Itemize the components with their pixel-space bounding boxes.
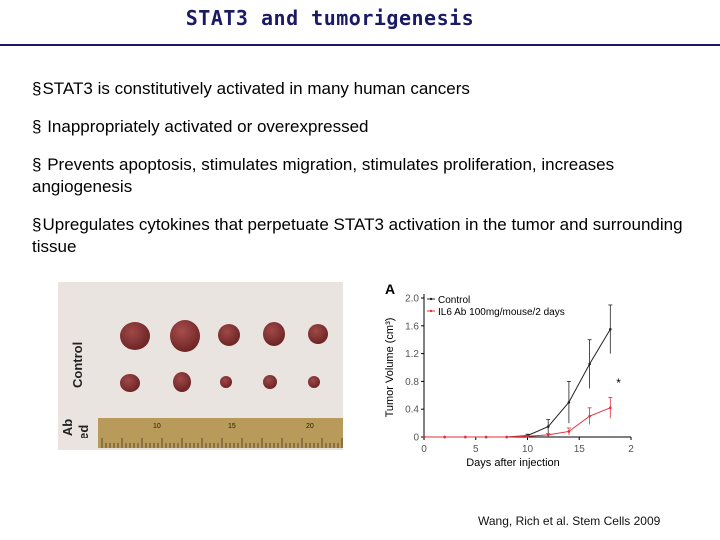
slide-title: STAT3 and tumorigenesis — [185, 6, 475, 30]
bullet-text: Prevents apoptosis, stimulates migration… — [32, 155, 615, 196]
tumor-treated-4 — [263, 375, 277, 389]
ruler: 10 15 20 — [98, 418, 343, 448]
data-point — [422, 435, 426, 439]
photo-row-labels: Control IL6 Ab treated — [60, 342, 91, 438]
bullet-text: Inappropriately activated or overexpress… — [47, 117, 369, 136]
citation: Wang, Rich et al. Stem Cells 2009 — [478, 514, 661, 528]
data-point — [464, 435, 467, 439]
x-tick-label: 15 — [574, 444, 586, 455]
tumor-treated-1 — [120, 374, 140, 392]
legend-marker — [429, 297, 433, 301]
ruler-number: 15 — [228, 423, 236, 430]
data-point — [546, 425, 550, 428]
data-point — [588, 414, 591, 418]
tumor-treated-3 — [220, 376, 232, 388]
tumor-treated-2 — [173, 372, 191, 392]
bullet-marker: § — [32, 79, 42, 98]
series-line — [424, 329, 611, 438]
data-point — [546, 433, 550, 437]
legend-marker — [429, 309, 433, 313]
x-tick-label: 0 — [421, 444, 427, 455]
y-tick-label: 0.4 — [405, 405, 419, 416]
bullet-item: §Upregulates cytokines that perpetuate S… — [32, 214, 717, 258]
tumor-control-4 — [263, 322, 285, 346]
data-point — [609, 327, 612, 331]
ruler-number: 20 — [306, 423, 314, 430]
bullet-item: § Inappropriately activated or overexpre… — [32, 116, 717, 138]
data-point — [609, 406, 612, 410]
tumor-photo: Control IL6 Ab treated 10 15 20 — [58, 282, 343, 450]
data-point — [526, 435, 529, 438]
panel-label: A — [385, 281, 395, 297]
legend-label: Control — [438, 295, 470, 306]
y-tick-label: 0 — [413, 433, 419, 444]
bullet-item: § Prevents apoptosis, stimulates migrati… — [32, 154, 717, 198]
bullet-item: §STAT3 is constitutively activated in ma… — [32, 78, 717, 100]
bullet-list: §STAT3 is constitutively activated in ma… — [32, 78, 717, 274]
tumor-volume-chart: A 0 0.4 0.8 1.2 1.6 2.0 0 5 10 15 2 Days after injec… — [384, 281, 634, 469]
x-tick-label: 10 — [522, 444, 534, 455]
ruler-number: 10 — [153, 423, 161, 430]
bullet-text: STAT3 is constitutively activated in man… — [42, 79, 470, 98]
bullet-marker: § — [32, 215, 42, 234]
tumor-control-5 — [308, 324, 328, 344]
series-line — [424, 407, 611, 438]
legend-label: IL6 Ab 100mg/mouse/2 days — [438, 307, 565, 318]
tumor-treated-5 — [308, 376, 320, 388]
y-tick-label: 0.8 — [405, 377, 419, 388]
y-tick-label: 1.2 — [405, 349, 419, 360]
label-treated-line1: IL6 Ab — [60, 419, 75, 438]
bullet-text: Upregulates cytokines that perpetuate ST… — [32, 215, 683, 256]
y-tick-label: 2.0 — [405, 294, 419, 305]
x-axis-label: Days after injection — [466, 457, 560, 469]
tumor-control-1 — [120, 322, 150, 350]
y-axis-label: Tumor Volume (cm³) — [384, 318, 396, 418]
y-tick-label: 1.6 — [405, 321, 419, 332]
data-point — [588, 362, 591, 366]
tumor-control-3 — [218, 324, 240, 346]
data-point — [484, 435, 488, 439]
title-divider — [0, 44, 720, 46]
data-point — [443, 435, 446, 439]
bullet-marker: § — [32, 117, 47, 136]
tumor-control-2 — [170, 320, 200, 352]
data-point — [567, 430, 571, 433]
label-control: Control — [70, 342, 85, 388]
x-tick-label: 2 — [628, 444, 634, 455]
data-point — [505, 435, 509, 439]
data-point — [567, 400, 571, 404]
significance-annotation: * — [616, 376, 621, 390]
ruler-graphic: 10 15 20 — [101, 423, 343, 448]
label-treated-line2: treated — [76, 425, 91, 438]
bullet-marker: § — [32, 155, 47, 174]
x-tick-label: 5 — [473, 444, 479, 455]
